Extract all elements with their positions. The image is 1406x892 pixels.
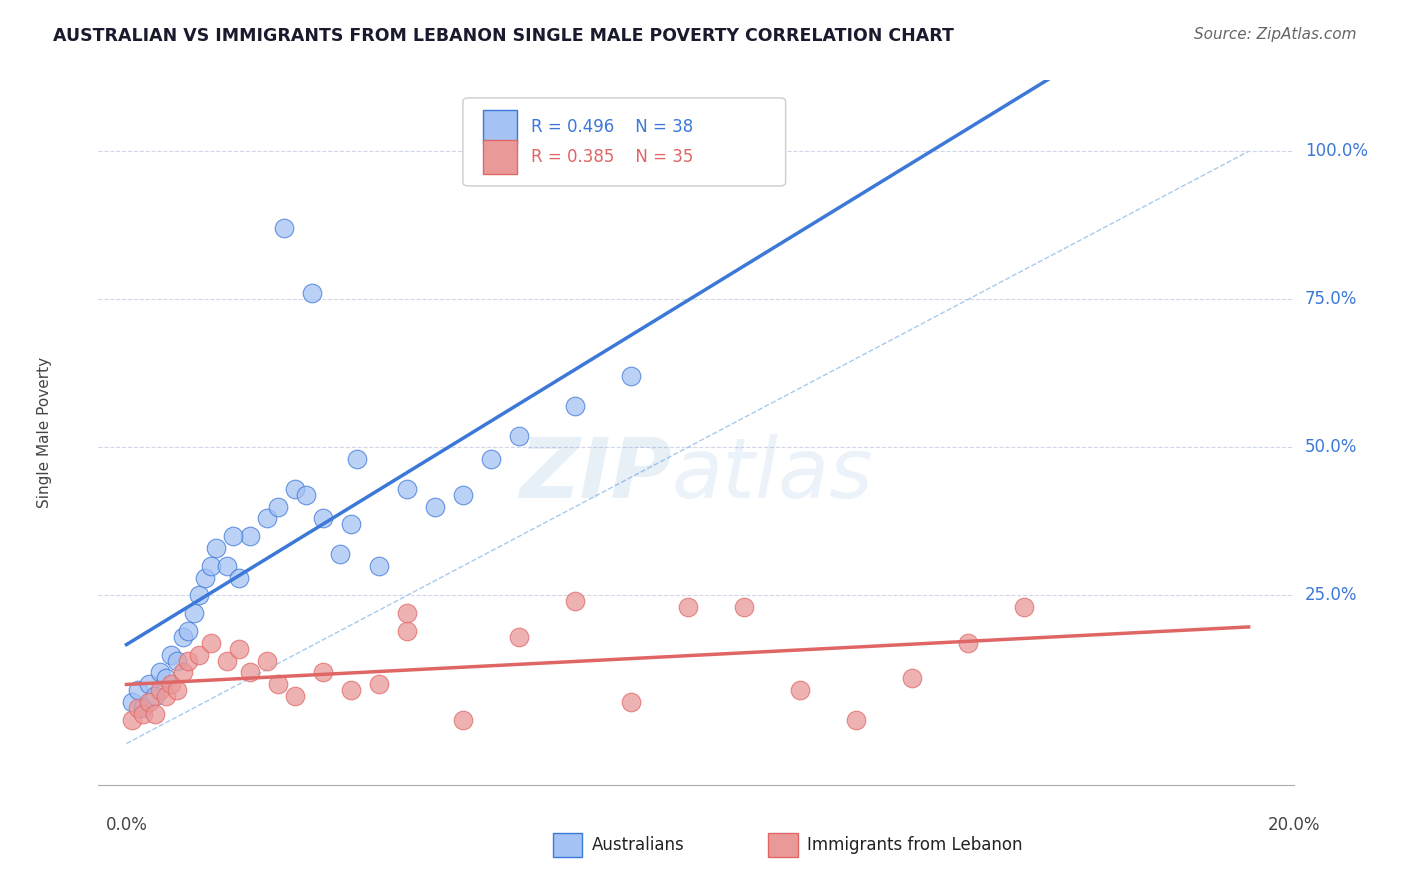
Point	[205, 541, 228, 555]
Text: 20.0%: 20.0%	[1267, 815, 1320, 833]
Point	[329, 547, 352, 561]
Point	[508, 630, 530, 644]
Point	[346, 452, 368, 467]
Bar	[484, 110, 517, 144]
Point	[127, 701, 149, 715]
Point	[901, 672, 924, 686]
Point	[183, 606, 205, 620]
Point	[177, 624, 200, 638]
Point	[160, 648, 183, 662]
Point	[267, 677, 290, 691]
Point	[177, 654, 200, 668]
Point	[217, 654, 239, 668]
Point	[273, 221, 295, 235]
Point	[127, 683, 149, 698]
Point	[312, 665, 335, 680]
Bar	[553, 832, 582, 857]
Point	[676, 600, 699, 615]
Text: 0.0%: 0.0%	[105, 815, 148, 833]
Point	[789, 683, 811, 698]
Point	[143, 706, 166, 721]
Text: atlas: atlas	[672, 434, 873, 516]
Point	[479, 452, 502, 467]
Text: Source: ZipAtlas.com: Source: ZipAtlas.com	[1194, 27, 1357, 42]
Point	[149, 683, 172, 698]
Point	[166, 683, 188, 698]
Point	[200, 636, 222, 650]
Point	[188, 589, 211, 603]
Point	[267, 500, 290, 514]
Point	[564, 594, 586, 608]
Point	[451, 488, 474, 502]
Point	[620, 695, 643, 709]
Point	[155, 689, 177, 703]
Point	[301, 286, 323, 301]
Text: Immigrants from Lebanon: Immigrants from Lebanon	[807, 836, 1022, 854]
Point	[194, 571, 217, 585]
Point	[160, 677, 183, 691]
Point	[138, 677, 160, 691]
Point	[172, 630, 194, 644]
Text: AUSTRALIAN VS IMMIGRANTS FROM LEBANON SINGLE MALE POVERTY CORRELATION CHART: AUSTRALIAN VS IMMIGRANTS FROM LEBANON SI…	[53, 27, 955, 45]
Point	[166, 654, 188, 668]
Point	[121, 713, 143, 727]
Point	[132, 701, 155, 715]
Point	[295, 488, 318, 502]
Point	[312, 511, 335, 525]
Point	[733, 600, 755, 615]
Point	[256, 654, 278, 668]
Point	[121, 695, 143, 709]
Point	[222, 529, 245, 543]
Text: 100.0%: 100.0%	[1305, 143, 1368, 161]
Point	[239, 665, 262, 680]
Point	[508, 428, 530, 442]
Point	[340, 517, 363, 532]
Point	[395, 606, 418, 620]
Point	[228, 641, 250, 656]
Point	[138, 695, 160, 709]
Point	[1012, 600, 1035, 615]
Point	[284, 689, 307, 703]
Point	[143, 689, 166, 703]
Point	[155, 672, 177, 686]
Point	[149, 665, 172, 680]
Point	[564, 399, 586, 413]
Text: Australians: Australians	[592, 836, 685, 854]
Point	[845, 713, 868, 727]
Point	[340, 683, 363, 698]
Point	[256, 511, 278, 525]
Point	[200, 558, 222, 573]
Point	[172, 665, 194, 680]
Point	[451, 713, 474, 727]
Text: 75.0%: 75.0%	[1305, 291, 1357, 309]
Point	[620, 369, 643, 384]
Bar	[484, 140, 517, 174]
FancyBboxPatch shape	[463, 98, 786, 186]
Point	[395, 624, 418, 638]
Text: ZIP: ZIP	[519, 434, 672, 516]
Point	[957, 636, 980, 650]
Bar	[768, 832, 797, 857]
Point	[284, 482, 307, 496]
Point	[368, 677, 391, 691]
Point	[239, 529, 262, 543]
Point	[188, 648, 211, 662]
Text: 50.0%: 50.0%	[1305, 439, 1357, 457]
Point	[395, 482, 418, 496]
Point	[132, 706, 155, 721]
Text: 25.0%: 25.0%	[1305, 586, 1357, 605]
Text: Single Male Poverty: Single Male Poverty	[37, 357, 52, 508]
Text: R = 0.496    N = 38: R = 0.496 N = 38	[531, 118, 693, 136]
Point	[368, 558, 391, 573]
Point	[423, 500, 446, 514]
Point	[228, 571, 250, 585]
Point	[217, 558, 239, 573]
Text: R = 0.385    N = 35: R = 0.385 N = 35	[531, 148, 693, 166]
